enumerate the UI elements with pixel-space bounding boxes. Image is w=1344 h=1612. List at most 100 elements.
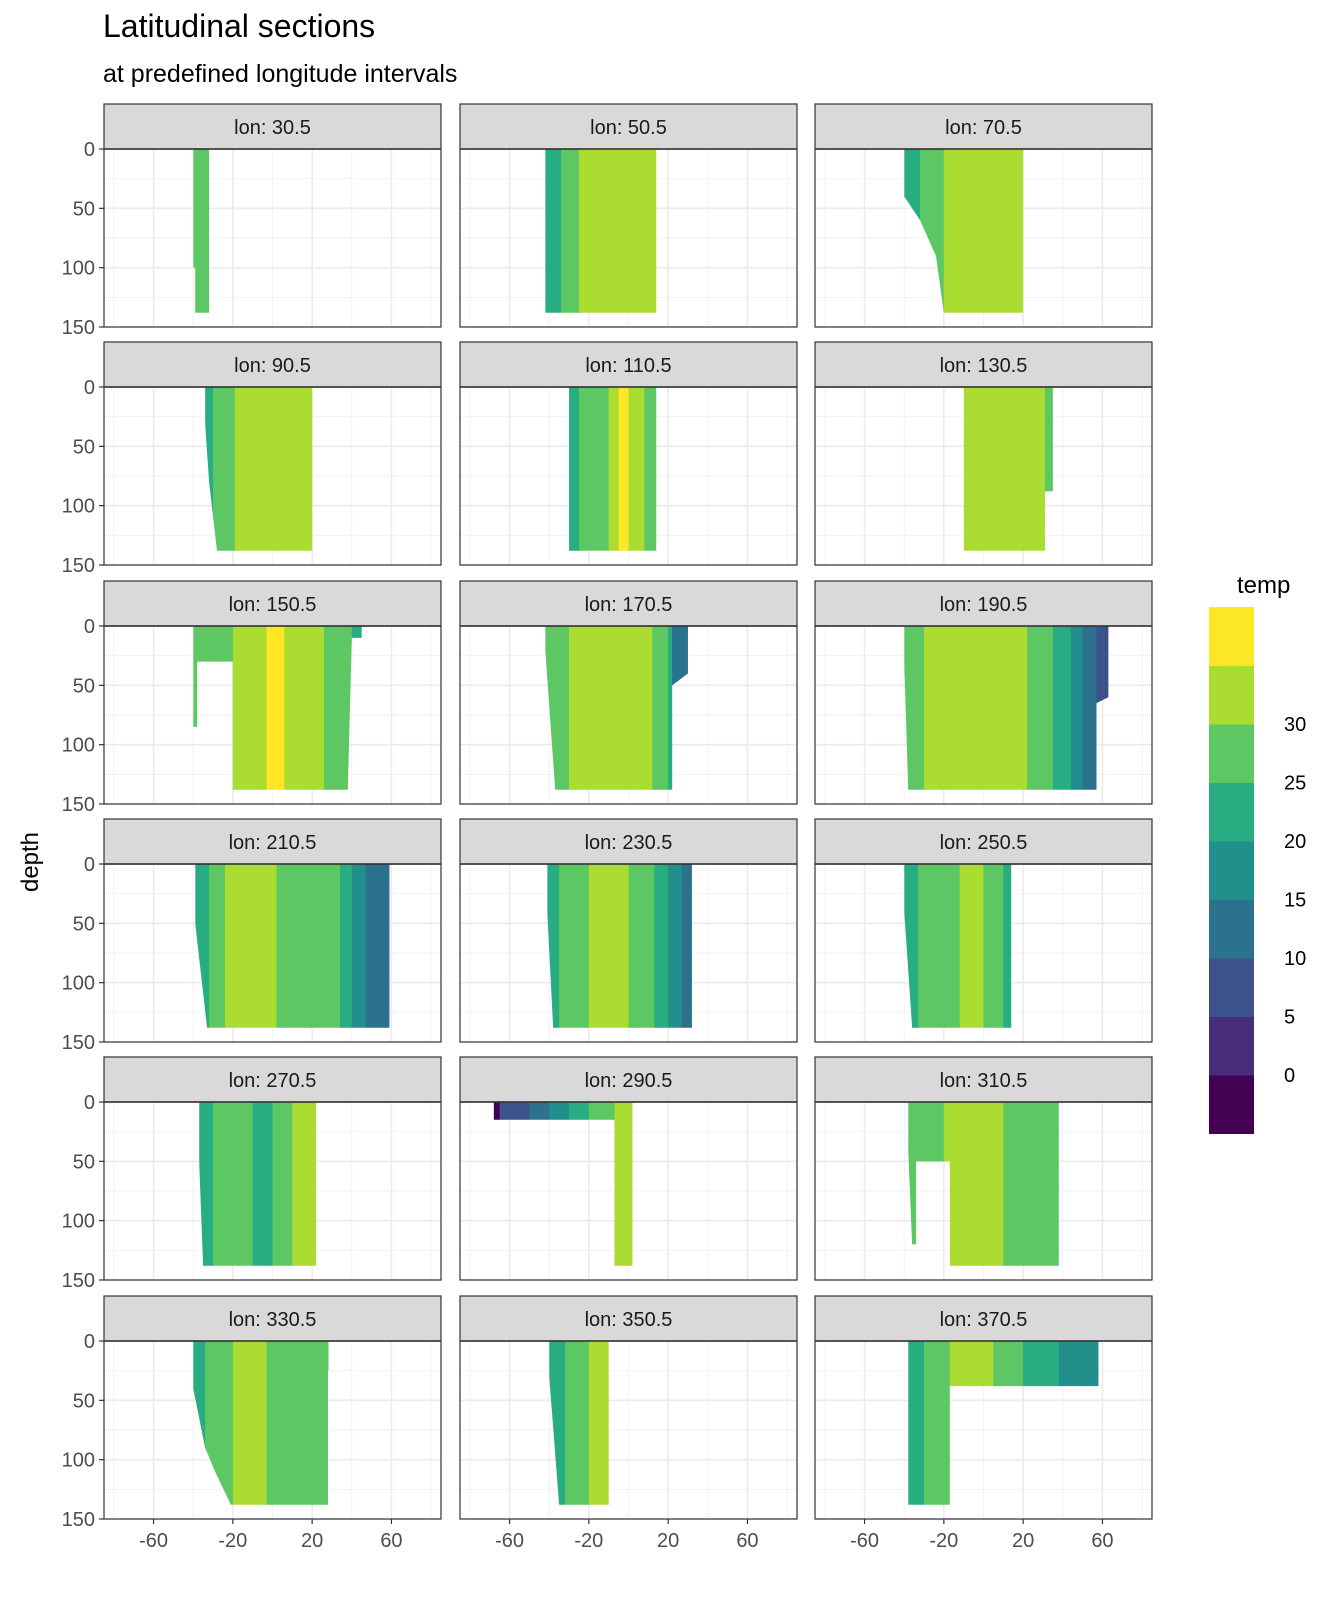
facet-label: lon: 290.5 [585,1070,673,1092]
legend-label: 25 [1284,773,1306,795]
temp-band [569,387,580,551]
chart-title: Latitudinal sections [103,8,376,44]
facet-strip [459,103,798,150]
facet-strip [814,103,1153,150]
temp-band [963,387,1046,551]
legend-swatch [1209,724,1254,783]
y-tick-label: 0 [84,1331,95,1353]
temp-band [324,626,353,790]
y-tick-label: 0 [84,377,95,399]
y-tick-label: 0 [84,854,95,876]
temp-band [365,864,390,1028]
x-tick-label: 20 [1012,1530,1034,1552]
facet-panel: lon: 170.5 [459,580,798,805]
temp-band [209,864,226,1028]
x-tick-label: -20 [929,1530,958,1552]
temp-band [588,1341,609,1505]
legend-title: temp [1237,572,1290,599]
y-tick-label: 150 [62,1032,95,1054]
temp-band [1082,626,1097,790]
facet-panel: lon: 130.5 [814,341,1153,566]
panel-border [459,1340,798,1520]
temperature-field [195,864,390,1028]
facet-strip [459,580,798,627]
chart-subtitle: at predefined longitude intervals [103,60,458,88]
panel-border [103,148,442,328]
panel-border [459,625,798,805]
y-tick-label: 150 [62,317,95,339]
temp-band [292,1102,317,1266]
y-tick-label: 100 [62,496,95,518]
panel-border [459,386,798,566]
temp-band [1003,1102,1059,1266]
y-tick-label: 0 [84,1092,95,1114]
temp-band [232,626,268,790]
y-tick-label: 150 [62,1270,95,1292]
temperature-field [545,626,688,790]
temperature-field [193,1341,329,1505]
legend-swatch [1209,1016,1254,1076]
temp-band [272,1102,293,1266]
y-tick-label: 150 [62,555,95,577]
x-tick-label: -20 [218,1530,247,1552]
temp-band [614,1102,633,1266]
temp-band [232,1341,268,1505]
facet-label: lon: 70.5 [945,117,1022,139]
temp-band [193,149,210,313]
y-tick-label: 50 [73,1151,95,1173]
temp-band [983,864,1004,1028]
panel-border [103,863,442,1043]
temp-band [943,1102,1004,1266]
y-tick-label: 50 [73,913,95,935]
y-tick-label: 0 [84,139,95,161]
temp-band [682,864,692,1028]
facet-strip [103,818,442,865]
temperature-field [908,1102,1059,1266]
legend-swatch [1209,1075,1254,1134]
temp-band [205,387,214,551]
x-tick-label: 20 [657,1530,679,1552]
temp-band [569,626,653,790]
facet-panel: lon: 230.5 [459,818,798,1043]
facet-panel: lon: 350.5 -60 -20 20 60 [459,1295,798,1552]
panel-border [814,1101,1153,1281]
facet-label: lon: 190.5 [940,594,1028,616]
panel-border [814,1340,1153,1520]
panel-border [103,1101,442,1281]
temp-band [234,387,313,551]
temp-band [266,626,285,790]
facet-label: lon: 350.5 [585,1309,673,1331]
temp-band [588,864,629,1028]
facet-strip [103,341,442,388]
facet-label: lon: 130.5 [940,355,1028,377]
temp-band [1044,387,1053,551]
facet-panel: lon: 310.5 [814,1056,1153,1281]
temp-band [1027,626,1054,790]
temp-band [668,864,683,1028]
legend-swatch [1209,665,1254,725]
facet-panel: lon: 330.5 0 50 100 150 -60 -20 20 60 [62,1295,442,1552]
temp-band [924,626,1028,790]
facet-strip [459,818,798,865]
facet-label: lon: 170.5 [585,594,673,616]
temperature-field [193,149,210,313]
legend-label: 10 [1284,948,1306,970]
facet-label: lon: 270.5 [229,1070,317,1092]
y-axis-title: depth [17,832,44,892]
x-tick-label: 20 [301,1530,323,1552]
y-tick-label: 50 [73,1390,95,1412]
y-tick-label: 150 [62,1509,95,1531]
temp-band [284,626,325,790]
facet-label: lon: 310.5 [940,1070,1028,1092]
legend-swatch [1209,899,1254,959]
temp-band [924,1341,951,1505]
temp-band [565,1341,590,1505]
temp-band [608,387,620,551]
panel-border [459,1101,798,1281]
temperature-field [205,387,313,551]
temp-band [266,1341,329,1505]
y-tick-label: 100 [62,1450,95,1472]
panel-border [459,148,798,328]
temp-band [351,864,367,1028]
facet-label: lon: 110.5 [585,355,671,377]
